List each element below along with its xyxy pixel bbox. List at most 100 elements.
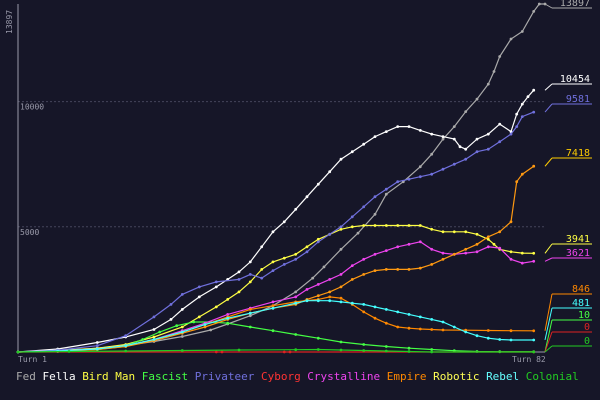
data-point-8-20 bbox=[407, 268, 411, 271]
data-point-8-26 bbox=[475, 242, 479, 246]
end-value-label-0: 13897 bbox=[560, 0, 590, 9]
data-point-7-20 bbox=[418, 327, 422, 331]
series-line-0 bbox=[17, 3, 545, 353]
x-start-label: Turn 1 bbox=[18, 355, 47, 364]
series-line-3 bbox=[17, 321, 534, 353]
series-line-7 bbox=[17, 296, 534, 353]
x-end-label: Turn 82 bbox=[512, 355, 546, 364]
data-point-3-10 bbox=[248, 325, 252, 329]
data-point-7-13 bbox=[339, 296, 343, 300]
data-point-2-31 bbox=[486, 237, 490, 241]
data-point-8-32 bbox=[532, 164, 536, 168]
data-point-2-10 bbox=[248, 280, 252, 284]
legend-item-8: Robotic bbox=[433, 370, 479, 383]
data-point-7-26 bbox=[532, 329, 536, 333]
data-point-1-12 bbox=[260, 245, 264, 249]
data-point-4-33 bbox=[509, 132, 513, 136]
data-point-3-6 bbox=[175, 324, 179, 328]
data-point-9-16 bbox=[362, 303, 366, 306]
data-point-9-25 bbox=[464, 330, 468, 334]
data-point-10-2 bbox=[124, 349, 128, 353]
data-point-0-11 bbox=[311, 276, 315, 280]
data-point-10-3 bbox=[180, 349, 184, 352]
data-point-1-7 bbox=[197, 295, 201, 299]
data-point-3-7 bbox=[192, 320, 196, 324]
data-point-9-24 bbox=[452, 325, 456, 329]
data-point-6-7 bbox=[226, 313, 230, 316]
data-point-4-6 bbox=[180, 293, 184, 296]
data-point-2-9 bbox=[237, 290, 241, 294]
data-point-6-30 bbox=[520, 261, 524, 265]
data-point-7-15 bbox=[362, 310, 366, 314]
data-point-1-22 bbox=[373, 135, 377, 139]
data-point-8-6 bbox=[203, 325, 207, 329]
data-point-8-30 bbox=[515, 180, 519, 184]
end-leader-10 bbox=[544, 345, 553, 353]
data-point-5-2 bbox=[220, 350, 224, 354]
data-point-3-18 bbox=[430, 348, 434, 351]
data-point-3-12 bbox=[294, 333, 298, 336]
legend-item-6: Crystalline bbox=[307, 370, 380, 383]
data-point-2-24 bbox=[407, 224, 411, 227]
data-point-8-16 bbox=[362, 273, 366, 276]
data-point-10-10 bbox=[407, 350, 411, 353]
end-leader-2 bbox=[544, 103, 553, 113]
data-point-6-9 bbox=[271, 300, 275, 304]
end-value-label-9: 0 bbox=[584, 322, 590, 333]
data-point-0-12 bbox=[322, 265, 326, 269]
data-point-1-26 bbox=[418, 129, 422, 132]
data-point-2-5 bbox=[180, 325, 184, 329]
data-point-7-8 bbox=[248, 308, 252, 311]
data-point-1-38 bbox=[526, 95, 530, 98]
data-point-10-0 bbox=[16, 350, 20, 354]
data-point-0-21 bbox=[452, 125, 456, 128]
data-point-1-21 bbox=[362, 142, 366, 146]
end-leader-9 bbox=[544, 331, 553, 353]
data-point-1-17 bbox=[316, 182, 320, 186]
data-point-1-18 bbox=[328, 170, 332, 174]
data-point-1-5 bbox=[169, 318, 173, 321]
data-point-8-12 bbox=[316, 294, 320, 298]
data-point-4-35 bbox=[520, 115, 524, 118]
data-point-1-30 bbox=[458, 145, 462, 149]
data-point-2-14 bbox=[294, 252, 298, 256]
data-point-0-14 bbox=[356, 231, 360, 235]
data-point-4-26 bbox=[430, 172, 434, 176]
data-point-4-17 bbox=[328, 232, 332, 236]
data-point-10-8 bbox=[362, 349, 366, 352]
data-point-2-15 bbox=[305, 245, 309, 249]
data-point-1-39 bbox=[532, 88, 536, 92]
y-max-label: 13897 bbox=[5, 10, 14, 34]
data-point-0-22 bbox=[464, 110, 468, 113]
data-point-0-5 bbox=[180, 335, 184, 338]
end-value-label-1: 10454 bbox=[560, 74, 590, 85]
data-point-6-31 bbox=[532, 259, 536, 263]
data-point-3-16 bbox=[384, 345, 388, 348]
data-point-4-10 bbox=[248, 273, 252, 276]
data-point-1-27 bbox=[430, 132, 434, 136]
data-point-7-22 bbox=[441, 328, 445, 332]
data-point-6-27 bbox=[486, 245, 490, 249]
data-point-3-15 bbox=[362, 343, 366, 346]
data-point-1-4 bbox=[152, 328, 156, 331]
data-point-1-13 bbox=[271, 230, 275, 234]
data-point-10-7 bbox=[339, 348, 343, 352]
data-point-4-2 bbox=[95, 344, 99, 348]
data-point-9-21 bbox=[418, 315, 422, 319]
data-point-0-28 bbox=[520, 30, 524, 33]
data-point-0-29 bbox=[532, 10, 536, 13]
data-point-6-13 bbox=[328, 278, 332, 281]
data-point-0-10 bbox=[294, 290, 298, 294]
series-line-6 bbox=[17, 241, 534, 353]
data-point-6-15 bbox=[350, 264, 354, 267]
data-point-2-22 bbox=[384, 224, 388, 227]
data-point-5-1 bbox=[214, 350, 218, 354]
data-point-2-36 bbox=[532, 251, 536, 255]
end-value-label-4: 3941 bbox=[566, 234, 590, 245]
data-point-6-12 bbox=[316, 283, 320, 286]
data-point-1-16 bbox=[305, 195, 309, 199]
legend-item-0: Fed bbox=[16, 370, 36, 383]
data-point-2-11 bbox=[260, 268, 264, 271]
y-tick-5000: 5000 bbox=[20, 228, 39, 237]
data-point-5-3 bbox=[282, 350, 286, 354]
